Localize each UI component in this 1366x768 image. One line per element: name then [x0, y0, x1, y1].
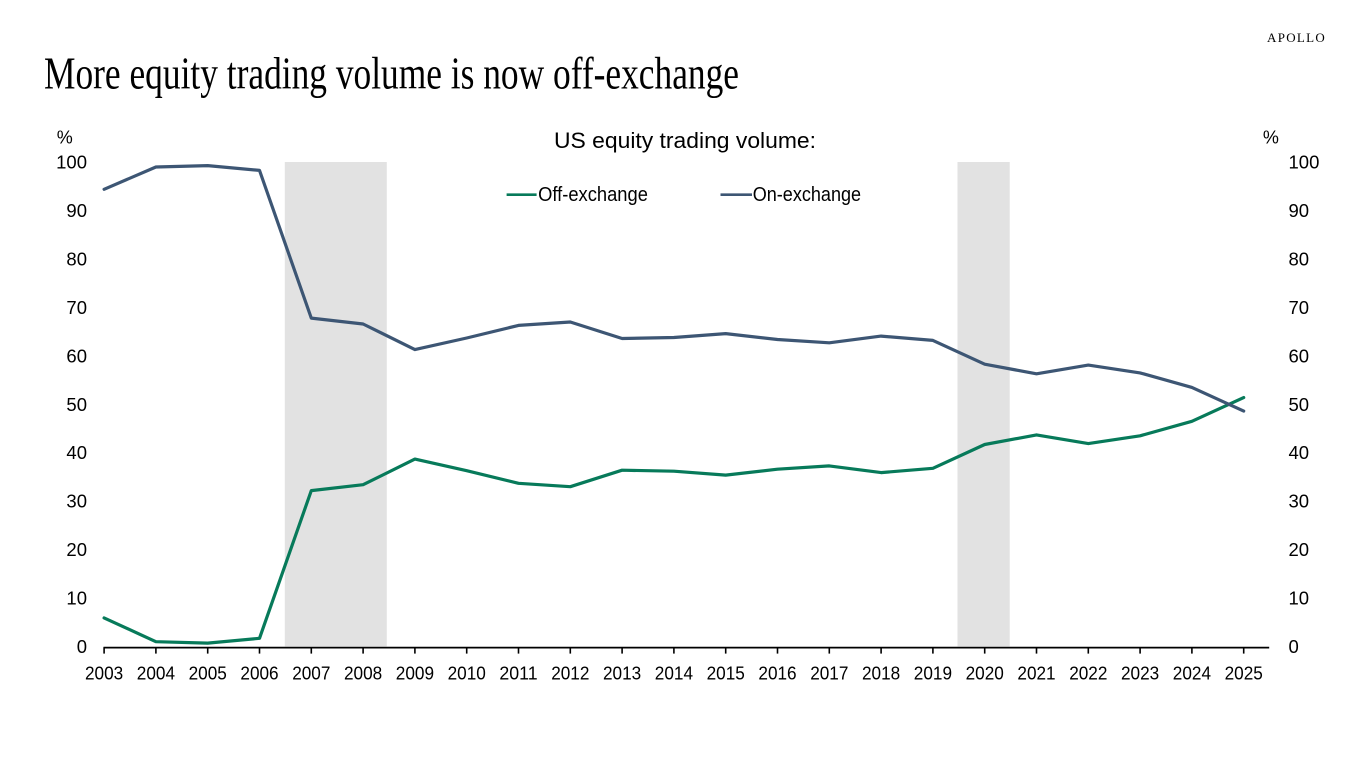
svg-text:2015: 2015: [707, 663, 745, 684]
svg-text:70: 70: [66, 297, 87, 318]
svg-text:%: %: [57, 128, 73, 148]
svg-text:2014: 2014: [655, 663, 693, 684]
svg-text:2025: 2025: [1225, 663, 1263, 684]
svg-text:0: 0: [77, 636, 87, 657]
svg-text:100: 100: [1289, 152, 1320, 173]
svg-text:2003: 2003: [85, 663, 123, 684]
svg-text:20: 20: [66, 539, 87, 560]
svg-text:50: 50: [66, 394, 87, 415]
svg-text:2010: 2010: [448, 663, 486, 684]
svg-text:40: 40: [1289, 442, 1310, 463]
svg-text:30: 30: [1289, 491, 1310, 512]
svg-text:2020: 2020: [966, 663, 1004, 684]
svg-text:2005: 2005: [189, 663, 227, 684]
svg-text:2008: 2008: [344, 663, 382, 684]
svg-text:%: %: [1263, 128, 1279, 148]
svg-text:2004: 2004: [137, 663, 175, 684]
svg-text:80: 80: [66, 249, 87, 270]
svg-text:20: 20: [1289, 539, 1310, 560]
svg-text:2019: 2019: [914, 663, 952, 684]
svg-text:2007: 2007: [292, 663, 330, 684]
svg-text:50: 50: [1289, 394, 1310, 415]
svg-text:80: 80: [1289, 249, 1310, 270]
svg-text:2009: 2009: [396, 663, 434, 684]
svg-text:2017: 2017: [810, 663, 848, 684]
svg-text:100: 100: [56, 152, 87, 173]
svg-text:60: 60: [1289, 345, 1310, 366]
svg-text:On-exchange: On-exchange: [753, 184, 861, 206]
svg-text:2021: 2021: [1017, 663, 1055, 684]
svg-text:APOLLO: APOLLO: [1267, 30, 1326, 45]
svg-text:30: 30: [66, 491, 87, 512]
svg-text:2006: 2006: [240, 663, 278, 684]
svg-text:10: 10: [1289, 588, 1310, 609]
svg-text:60: 60: [66, 345, 87, 366]
svg-text:More equity trading volume is: More equity trading volume is now off-ex…: [44, 48, 739, 99]
svg-text:90: 90: [1289, 200, 1310, 221]
svg-text:2016: 2016: [758, 663, 796, 684]
svg-text:2024: 2024: [1173, 663, 1211, 684]
svg-text:40: 40: [66, 442, 87, 463]
svg-text:0: 0: [1289, 636, 1299, 657]
svg-text:Off-exchange: Off-exchange: [538, 184, 648, 206]
svg-text:2011: 2011: [499, 663, 537, 684]
svg-text:US equity trading volume:: US equity trading volume:: [554, 128, 816, 153]
svg-text:2012: 2012: [551, 663, 589, 684]
svg-text:2013: 2013: [603, 663, 641, 684]
svg-text:2022: 2022: [1069, 663, 1107, 684]
svg-text:2018: 2018: [862, 663, 900, 684]
svg-text:2023: 2023: [1121, 663, 1159, 684]
svg-text:70: 70: [1289, 297, 1310, 318]
svg-text:10: 10: [66, 588, 87, 609]
svg-text:90: 90: [66, 200, 87, 221]
